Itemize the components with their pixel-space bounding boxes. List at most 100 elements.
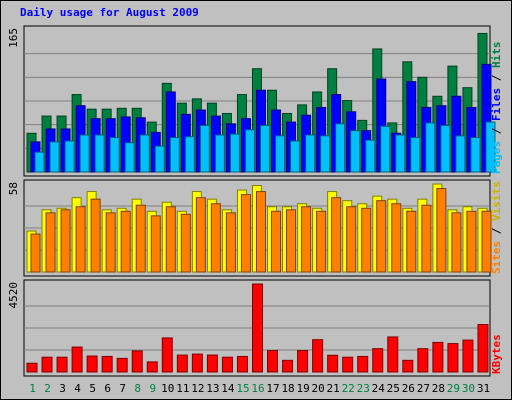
- x-tick-label-17: 17: [266, 382, 279, 395]
- bar-kbytes-day-5: [86, 355, 98, 373]
- x-tick-label-18: 18: [281, 382, 294, 395]
- bar-pages-day-30: [470, 137, 481, 173]
- bar-pages-day-18: [290, 140, 301, 173]
- x-tick-label-6: 6: [104, 382, 111, 395]
- x-tick-label-30: 30: [462, 382, 475, 395]
- bar-pages-day-5: [94, 134, 105, 173]
- bar-sites-day-15: [240, 194, 251, 273]
- bar-pages-day-13: [214, 134, 225, 173]
- x-tick-label-3: 3: [59, 382, 66, 395]
- bar-pages-day-25: [395, 134, 406, 173]
- bar-pages-day-9: [154, 145, 165, 173]
- legend-part: Pages: [490, 141, 503, 174]
- bar-sites-day-24: [376, 200, 387, 273]
- x-tick-label-26: 26: [402, 382, 415, 395]
- y-max-label: 4520: [7, 282, 20, 309]
- x-tick-label-2: 2: [44, 382, 51, 395]
- bar-sites-day-27: [421, 204, 432, 273]
- bar-pages-day-17: [275, 135, 286, 173]
- bar-sites-day-5: [90, 198, 101, 273]
- bar-sites-day-31: [481, 210, 492, 273]
- bar-sites-day-21: [331, 197, 342, 273]
- bar-pages-day-31: [485, 121, 496, 173]
- x-tick-label-8: 8: [134, 382, 141, 395]
- bar-kbytes-day-3: [56, 356, 68, 373]
- x-tick-label-28: 28: [432, 382, 445, 395]
- bar-pages-day-10: [169, 137, 180, 173]
- y-max-label: 58: [7, 182, 20, 195]
- bar-pages-day-8: [139, 134, 150, 173]
- bar-pages-day-15: [244, 129, 255, 173]
- bar-sites-day-6: [105, 212, 116, 273]
- x-tick-label-19: 19: [296, 382, 309, 395]
- bar-pages-day-6: [109, 137, 120, 173]
- bar-kbytes-day-20: [312, 339, 324, 373]
- bar-kbytes-day-24: [372, 348, 384, 373]
- bar-sites-day-8: [135, 204, 146, 273]
- legend-part: Files: [490, 88, 503, 121]
- legend-part: KBytes: [490, 334, 503, 374]
- bar-sites-day-10: [165, 206, 176, 273]
- bar-pages-day-20: [320, 135, 331, 173]
- bar-pages-day-11: [184, 136, 195, 173]
- bar-sites-day-9: [150, 215, 161, 273]
- bar-pages-day-14: [229, 133, 240, 173]
- bar-kbytes-day-15: [236, 355, 248, 373]
- bar-kbytes-day-7: [116, 357, 128, 373]
- legend-part: /: [490, 221, 503, 241]
- bar-pages-day-23: [365, 139, 376, 173]
- bar-sites-day-13: [210, 203, 221, 273]
- bar-sites-day-26: [406, 210, 417, 273]
- bar-sites-day-23: [361, 207, 372, 273]
- bar-pages-day-19: [305, 134, 316, 173]
- bar-sites-day-19: [301, 206, 312, 273]
- x-tick-label-29: 29: [447, 382, 460, 395]
- x-tick-label-15: 15: [236, 382, 249, 395]
- bar-kbytes-day-12: [191, 353, 203, 373]
- panel-legend-1: Pages / Files / Hits: [490, 42, 503, 175]
- x-tick-label-27: 27: [417, 382, 430, 395]
- bar-sites-day-22: [346, 206, 357, 273]
- bar-kbytes-day-19: [297, 350, 309, 373]
- x-tick-label-20: 20: [312, 382, 325, 395]
- bar-pages-day-26: [410, 137, 421, 173]
- bar-kbytes-day-2: [41, 356, 53, 373]
- bar-sites-day-30: [466, 210, 477, 273]
- x-tick-label-21: 21: [327, 382, 340, 395]
- x-tick-label-7: 7: [119, 382, 126, 395]
- legend-part: /: [490, 68, 503, 88]
- bar-kbytes-day-31: [477, 323, 489, 373]
- bar-sites-day-25: [391, 203, 402, 273]
- chart-title: Daily usage for August 2009: [20, 6, 199, 19]
- panel-legend-3: KBytes: [490, 334, 503, 374]
- bar-pages-day-16: [259, 125, 270, 173]
- x-tick-label-22: 22: [342, 382, 355, 395]
- x-tick-label-1: 1: [29, 382, 36, 395]
- bar-pages-day-22: [350, 130, 361, 173]
- bar-kbytes-day-6: [101, 355, 113, 373]
- bar-kbytes-day-8: [131, 350, 143, 373]
- bar-kbytes-day-25: [387, 336, 399, 373]
- legend-part: Sites: [490, 241, 503, 274]
- bar-sites-day-20: [316, 210, 327, 273]
- bar-kbytes-day-23: [357, 355, 369, 373]
- bar-sites-day-16: [255, 191, 266, 273]
- bar-kbytes-day-10: [161, 337, 173, 373]
- x-tick-label-14: 14: [221, 382, 235, 395]
- bar-kbytes-day-4: [71, 346, 83, 373]
- y-max-label: 165: [7, 28, 20, 48]
- chart-panel-1: 165 Pages / Files / Hits: [7, 25, 503, 177]
- bar-sites-day-7: [120, 210, 131, 273]
- bar-sites-day-28: [436, 188, 447, 273]
- bar-pages-day-3: [64, 140, 75, 173]
- x-tick-label-4: 4: [74, 382, 81, 395]
- bar-kbytes-day-11: [176, 354, 188, 373]
- x-tick-label-24: 24: [372, 382, 386, 395]
- x-tick-label-16: 16: [251, 382, 264, 395]
- bar-sites-day-18: [286, 209, 297, 273]
- bar-sites-day-2: [45, 212, 56, 273]
- bar-pages-day-12: [199, 125, 210, 173]
- bar-pages-day-29: [455, 135, 466, 173]
- bar-kbytes-day-1: [26, 362, 38, 373]
